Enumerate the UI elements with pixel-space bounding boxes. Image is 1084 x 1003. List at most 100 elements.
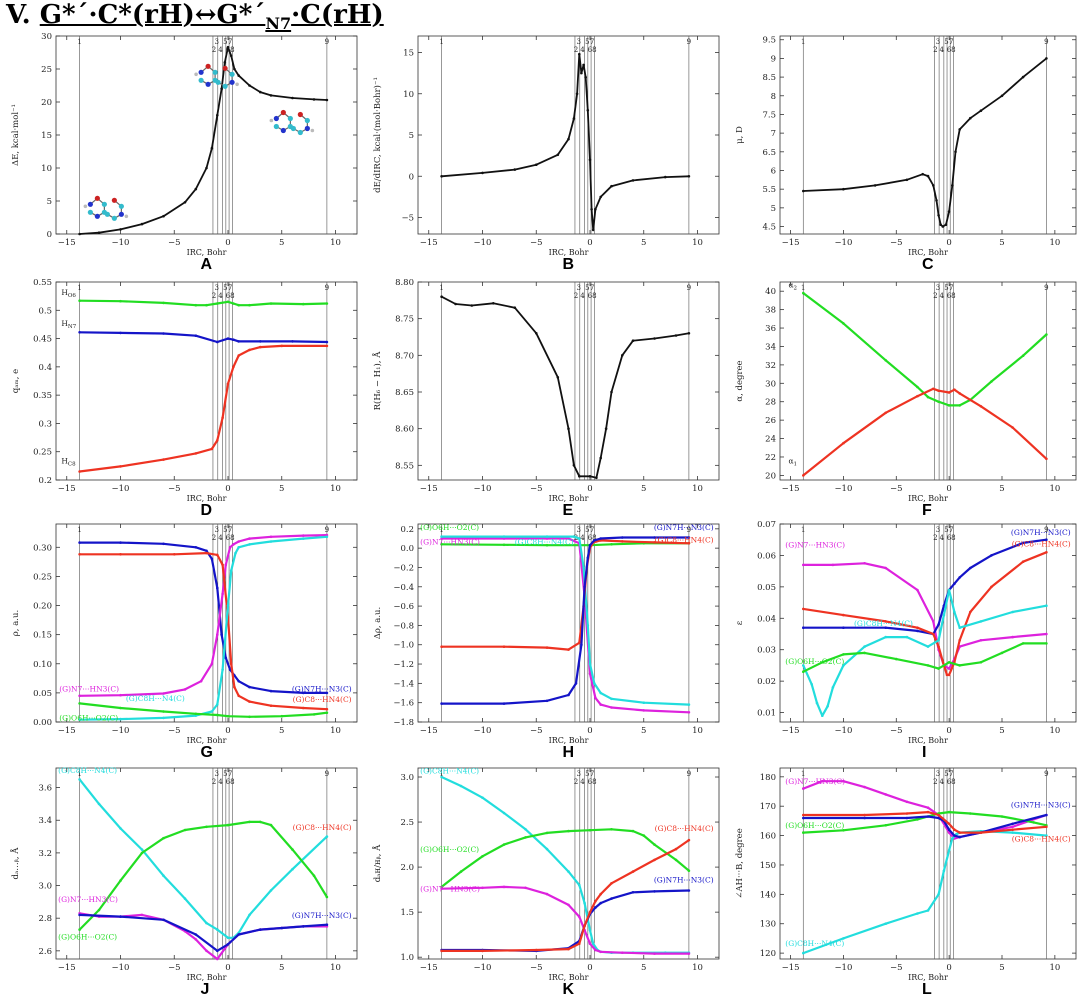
irc-marker-label: 6 — [947, 778, 952, 786]
x-tick-label: −15 — [782, 963, 800, 973]
data-point — [1045, 642, 1048, 645]
data-point — [325, 344, 329, 348]
data-point — [325, 707, 329, 711]
irc-marker-label: 7 — [590, 284, 594, 292]
data-point — [599, 892, 602, 896]
irc-marker-label: 4 — [940, 778, 945, 786]
data-point — [459, 870, 463, 873]
series-annotation: (G)N7H···N3(C) — [292, 911, 352, 920]
data-point — [687, 175, 691, 178]
annotation-subscript: C8 — [68, 462, 76, 468]
data-point — [674, 334, 678, 337]
panel-letter: G — [200, 744, 213, 761]
data-point — [578, 52, 581, 56]
data-point — [802, 951, 805, 955]
data-point — [969, 566, 972, 570]
y-tick-label: −5 — [401, 214, 414, 224]
y-tick-label: 36 — [765, 324, 776, 334]
series-annotation: (G)C8···HN4(C) — [655, 535, 714, 544]
data-point — [259, 928, 262, 931]
series-annotation: (G)O6H···O2(C) — [785, 657, 844, 666]
data-point — [259, 340, 262, 343]
x-tick-label: −5 — [530, 238, 543, 248]
data-point — [926, 174, 930, 178]
data-point — [937, 389, 940, 392]
data-point — [895, 657, 898, 661]
data-point — [578, 942, 581, 945]
data-point — [216, 713, 219, 717]
data-point — [599, 537, 602, 540]
data-point — [221, 592, 224, 596]
data-point — [119, 827, 122, 830]
data-point — [269, 689, 273, 693]
chart-svg-l: −15 −10 −5 0 5 10 120 130 140 150 160 170 180 IRC, Bo… — [735, 767, 1077, 982]
data-point — [440, 885, 443, 889]
x-tick-label: −5 — [890, 963, 903, 973]
data-point — [578, 641, 581, 645]
series-annotation: HC8 — [61, 457, 76, 468]
data-point — [979, 620, 983, 623]
irc-marker-label: 3 — [214, 38, 218, 46]
data-point — [969, 610, 972, 614]
data-point — [687, 536, 691, 539]
x-tick-label: −5 — [890, 726, 903, 736]
y-axis-label: R(H₆ − H₁), Å — [371, 351, 383, 411]
data-point — [119, 228, 122, 231]
y-tick-label: 3.6 — [38, 784, 52, 794]
x-tick-label: 5 — [279, 963, 284, 973]
y-tick-label: 8.80 — [395, 278, 414, 288]
data-point — [1011, 825, 1014, 829]
data-point — [591, 228, 595, 232]
irc-marker-label: 1 — [77, 284, 81, 292]
data-point — [953, 388, 956, 391]
data-point — [610, 184, 613, 188]
x-tick-label: 0 — [225, 484, 230, 494]
data-point — [990, 554, 993, 557]
y-tick-label: 25 — [41, 65, 52, 75]
y-tick-label: 0.20 — [33, 602, 52, 612]
data-point — [926, 395, 930, 399]
y-axis-label: μ, D — [735, 126, 745, 144]
data-point — [210, 146, 214, 150]
y-tick-label: 0.0 — [400, 544, 414, 554]
data-point — [958, 664, 961, 667]
x-tick-label: 10 — [330, 726, 341, 736]
data-point — [916, 385, 919, 389]
plot-frame — [55, 281, 358, 481]
y-axis-label: dₐ…ᵦ, Å — [9, 847, 21, 880]
y-axis-label: ∠AH···B, degree — [735, 828, 745, 898]
y-tick-label: 0.5 — [38, 306, 52, 316]
data-point — [226, 300, 230, 304]
y-tick-label: −1.6 — [393, 699, 414, 709]
data-point — [1011, 635, 1014, 639]
irc-marker-label: 8 — [592, 292, 596, 300]
x-tick-label: −10 — [112, 726, 130, 736]
irc-marker-label: 2 — [933, 292, 937, 300]
y-tick-label: 24 — [765, 435, 776, 445]
y-tick-label: 180 — [760, 773, 776, 783]
data-point — [325, 340, 329, 344]
data-point — [884, 922, 887, 925]
irc-marker-label: 7 — [590, 770, 594, 778]
data-point — [1045, 538, 1048, 541]
data-point — [221, 416, 224, 420]
series-annotation: (G)C8···HN4(C) — [655, 824, 714, 833]
plot-frame — [55, 523, 358, 723]
data-point — [588, 475, 592, 478]
series-line-cyan — [441, 535, 689, 706]
data-point — [567, 648, 570, 651]
data-point — [586, 556, 590, 560]
data-point — [884, 359, 887, 362]
series-line-blue — [803, 538, 1047, 636]
irc-marker-label: 1 — [801, 526, 805, 534]
data-point — [216, 703, 219, 706]
y-tick-label: 120 — [760, 949, 776, 959]
y-tick-label: 4.5 — [762, 223, 776, 233]
atom — [297, 129, 303, 136]
data-point — [205, 303, 208, 307]
irc-marker-label: 5 — [585, 526, 589, 534]
data-point — [220, 633, 223, 636]
y-tick-label: 0.00 — [33, 718, 52, 728]
series-annotation: (G)N7···HN3(C) — [420, 884, 480, 893]
